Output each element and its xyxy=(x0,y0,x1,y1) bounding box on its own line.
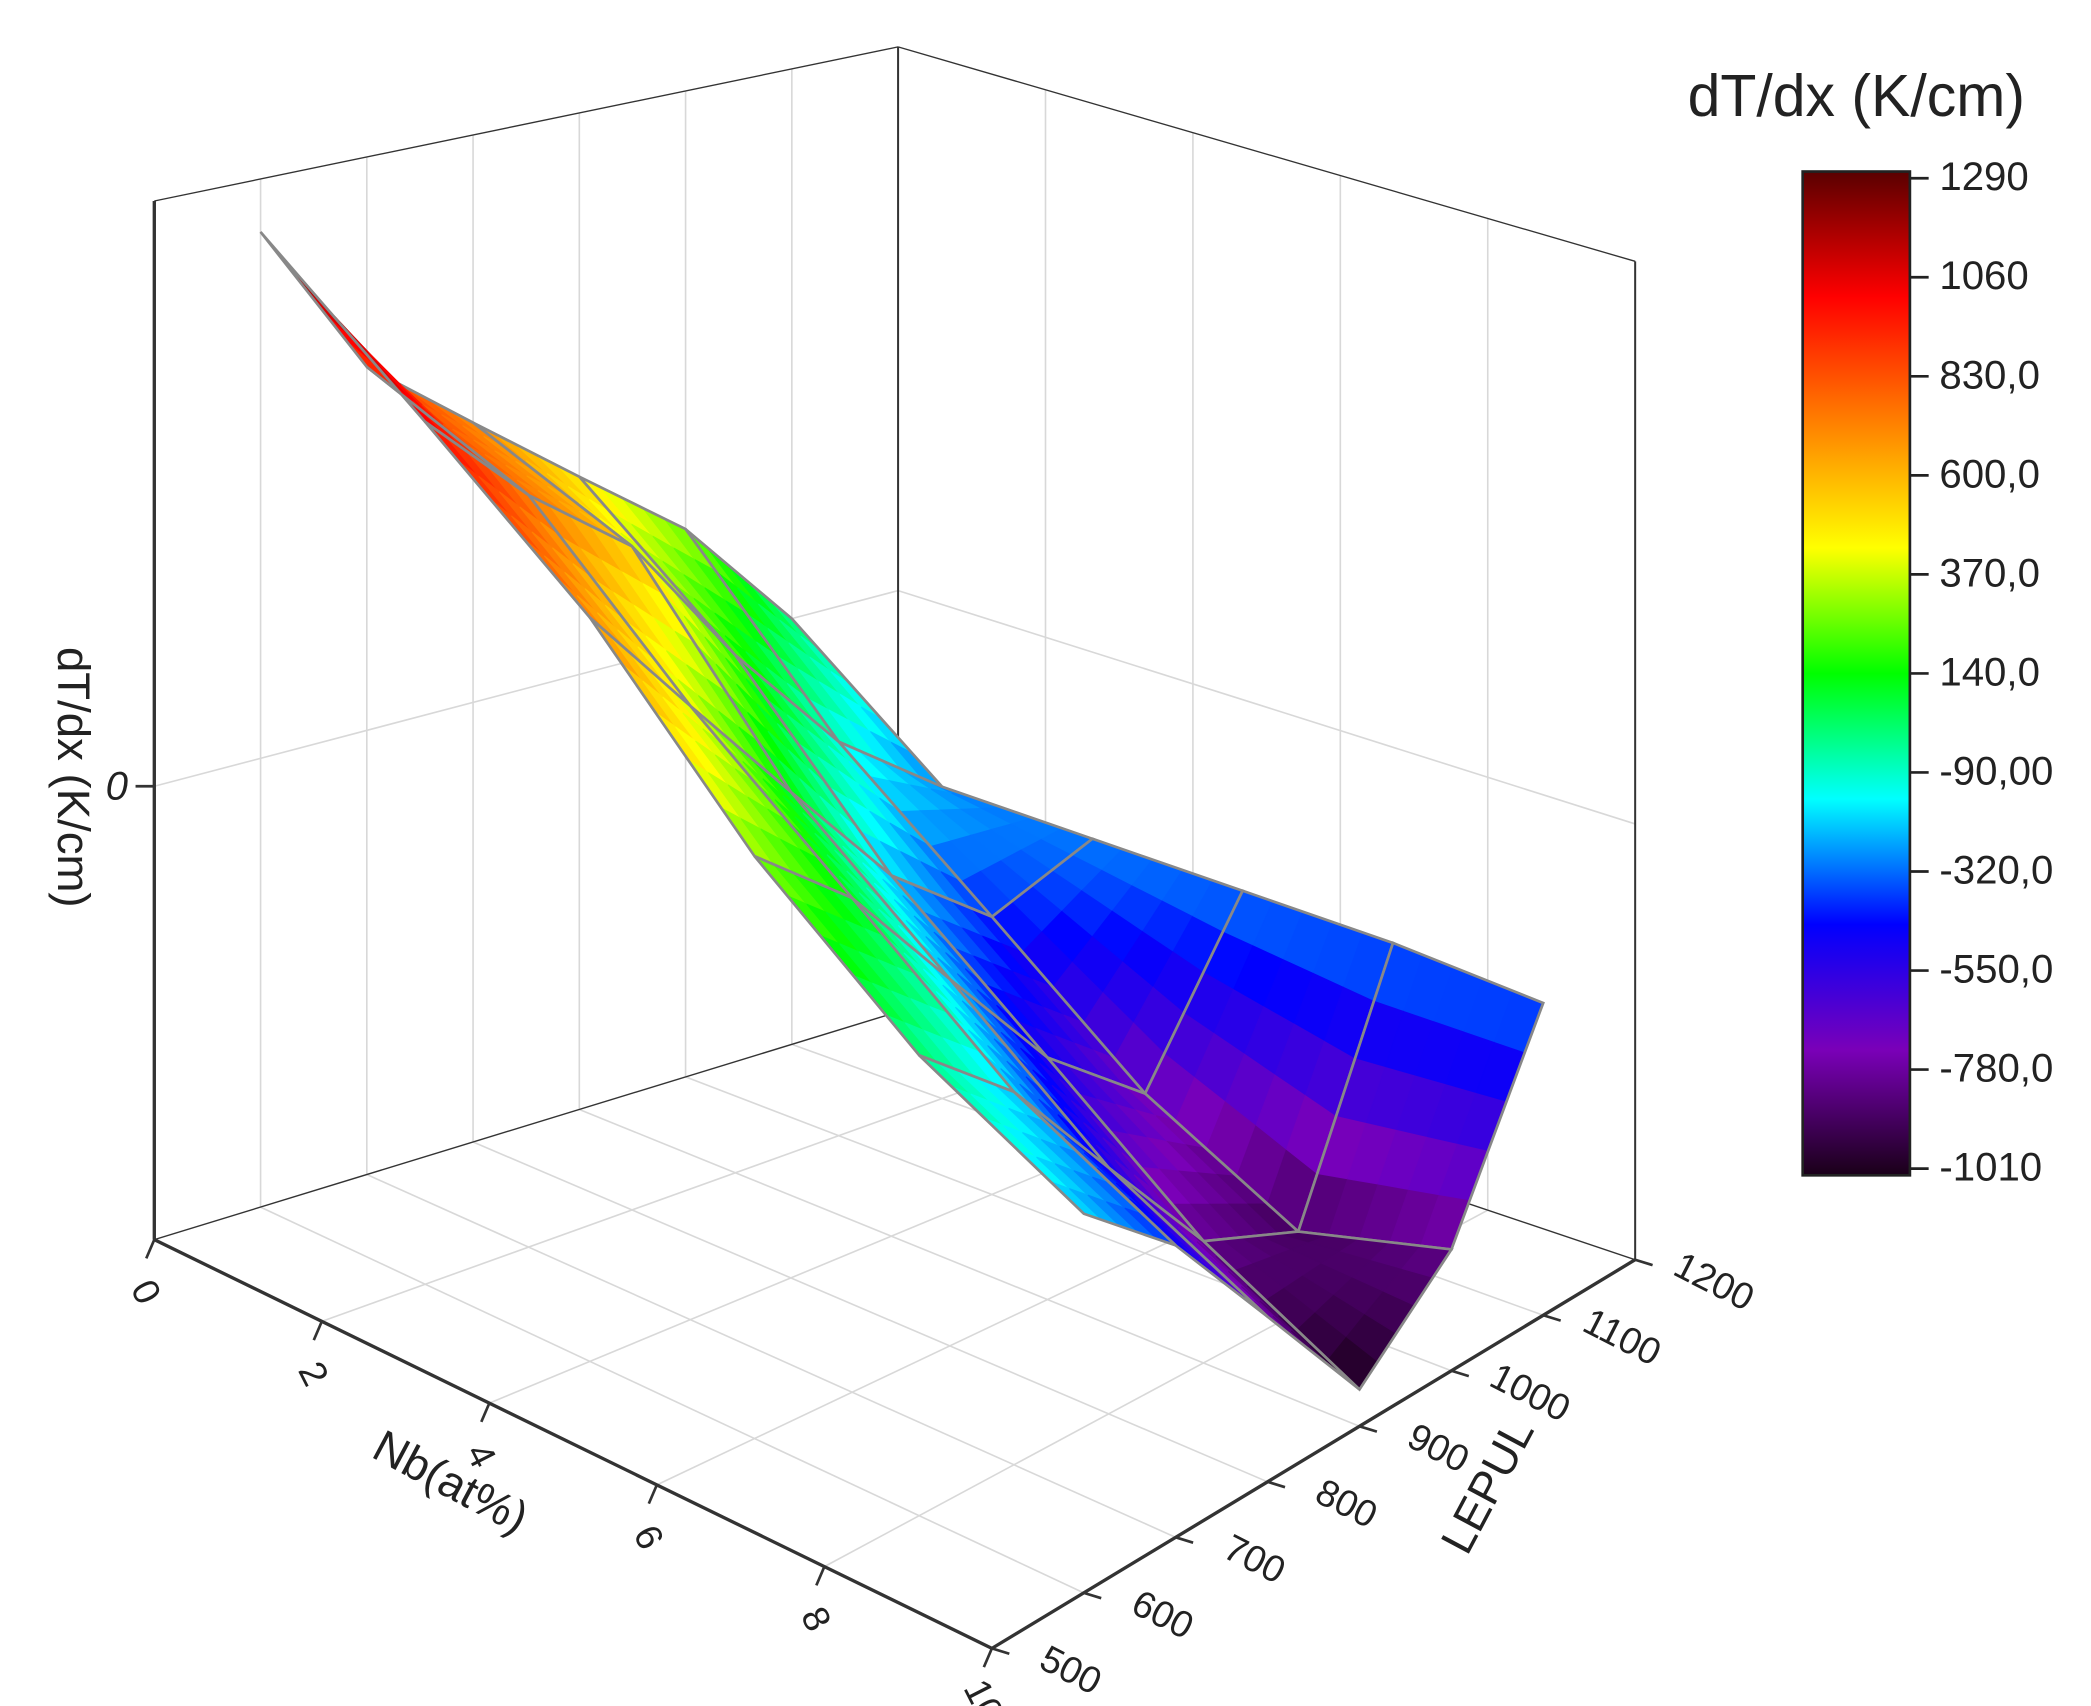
grid-line xyxy=(472,1141,1268,1483)
x-axis-label: Nb(at%) xyxy=(365,1420,536,1543)
axis-line xyxy=(153,1238,993,1650)
grid-line xyxy=(260,1206,1085,1594)
axis-line xyxy=(154,46,899,202)
colorbar-tick-label: 370,0 xyxy=(1939,550,2040,595)
y-tick xyxy=(1267,1480,1286,1489)
colorbar-tick-label: -320,0 xyxy=(1939,847,2053,892)
x-tick xyxy=(145,1239,156,1259)
z-axis-label: dT/dx (K/cm) xyxy=(48,647,99,908)
axis-line xyxy=(991,1258,1637,1650)
y-tick xyxy=(991,1647,1010,1656)
y-tick xyxy=(1083,1591,1102,1600)
axis-line xyxy=(154,1011,899,1241)
colorbar-tick-label: -1010 xyxy=(1939,1145,2042,1190)
surface xyxy=(259,231,1545,1392)
left-wall xyxy=(154,46,899,1240)
grid-line xyxy=(579,1108,1360,1428)
y-tick-label: 700 xyxy=(1217,1526,1292,1592)
grid-line xyxy=(321,1060,1046,1323)
x-tick-label: 2 xyxy=(290,1355,337,1393)
colorbar-tick-label: 600,0 xyxy=(1939,451,2040,496)
y-tick xyxy=(1634,1258,1653,1267)
surface-cell xyxy=(918,1053,1177,1247)
colorbar-tick-label: 1060 xyxy=(1939,253,2028,298)
y-tick xyxy=(1359,1425,1378,1433)
y-tick-label: 1200 xyxy=(1668,1243,1761,1318)
x-tick-label: 10 xyxy=(956,1672,1012,1706)
y-tick-label: 1100 xyxy=(1577,1300,1668,1374)
grid-line xyxy=(897,589,1636,825)
x-tick-label: 0 xyxy=(123,1273,170,1311)
y-tick xyxy=(1450,1369,1470,1378)
colorbar-tick-label: 830,0 xyxy=(1939,352,2040,397)
x-tick xyxy=(312,1320,324,1341)
z-tick-label: 0 xyxy=(106,764,129,809)
y-tick xyxy=(1542,1313,1562,1322)
colorbar-tick-label: -780,0 xyxy=(1939,1046,2053,1091)
x-tick-label: 6 xyxy=(625,1518,672,1556)
x-tick xyxy=(480,1402,491,1423)
x-tick-label: 8 xyxy=(793,1600,840,1638)
colorbar-title: dT/dx (K/cm) xyxy=(1688,64,2025,129)
grid-line xyxy=(366,1173,1177,1539)
x-tick xyxy=(647,1484,659,1505)
y-tick-label: 600 xyxy=(1126,1581,1201,1647)
colorbar-tick-label: -550,0 xyxy=(1939,946,2053,991)
axis-line xyxy=(897,46,1636,262)
x-tick xyxy=(982,1647,994,1668)
y-tick-label: 800 xyxy=(1309,1470,1384,1536)
y-tick-label: 900 xyxy=(1401,1415,1476,1481)
colorbar-tick-label: 140,0 xyxy=(1939,649,2040,694)
y-tick-label: 500 xyxy=(1034,1637,1109,1703)
colorbar xyxy=(1801,170,1912,1177)
x-tick xyxy=(815,1566,826,1586)
colorbar-tick-label: 1290 xyxy=(1939,154,2028,199)
y-tick xyxy=(1175,1536,1194,1544)
colorbar-tick-label: -90,00 xyxy=(1939,748,2053,793)
